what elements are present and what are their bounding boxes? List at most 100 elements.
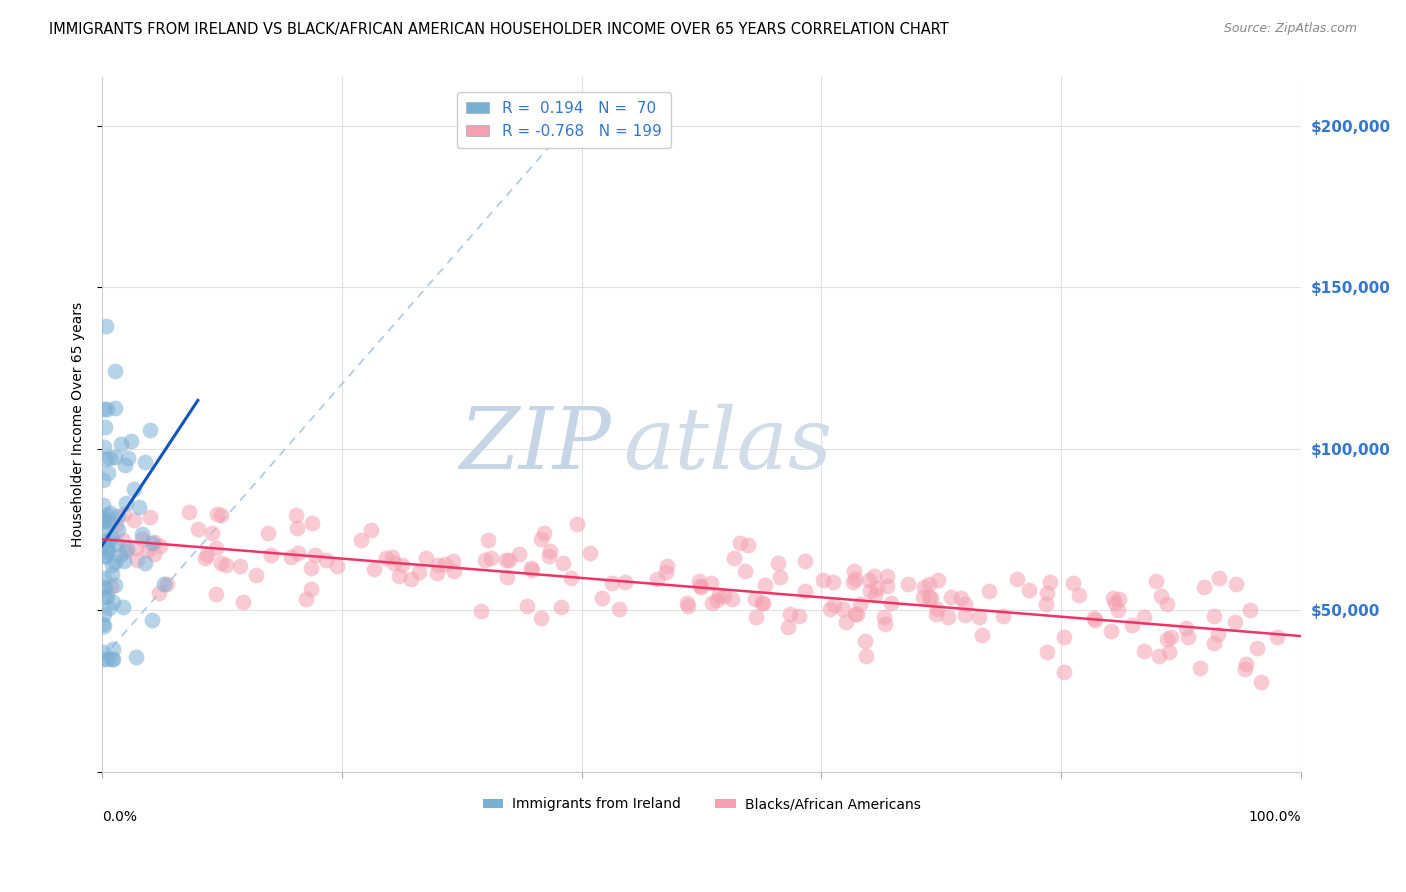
Point <box>533 525 555 540</box>
Point <box>835 615 858 629</box>
Point <box>187 522 209 536</box>
Point <box>553 557 575 571</box>
Text: Source: ZipAtlas.com: Source: ZipAtlas.com <box>1223 22 1357 36</box>
Point <box>844 607 866 621</box>
Point <box>1005 573 1028 587</box>
Legend: Immigrants from Ireland, Blacks/African Americans: Immigrants from Ireland, Blacks/African … <box>477 792 927 817</box>
Point <box>100 580 122 594</box>
Point <box>104 555 127 569</box>
Point <box>676 596 699 610</box>
Point <box>91 645 114 659</box>
Text: 0.0%: 0.0% <box>101 810 136 824</box>
Point <box>1133 609 1156 624</box>
Point <box>100 530 122 544</box>
Point <box>98 506 121 520</box>
Point <box>134 556 156 570</box>
Point <box>744 591 766 606</box>
Point <box>876 579 898 593</box>
Point <box>204 541 226 555</box>
Point <box>117 450 139 465</box>
Point <box>751 595 773 609</box>
Point <box>841 575 863 590</box>
Point <box>94 452 117 467</box>
Point <box>156 576 179 591</box>
Point <box>1036 645 1059 659</box>
Point <box>778 620 800 634</box>
Point <box>1156 597 1178 611</box>
Point <box>1233 662 1256 676</box>
Point <box>560 571 582 585</box>
Point <box>124 541 146 556</box>
Text: IMMIGRANTS FROM IRELAND VS BLACK/AFRICAN AMERICAN HOUSEHOLDER INCOME OVER 65 YEA: IMMIGRANTS FROM IRELAND VS BLACK/AFRICAN… <box>49 22 949 37</box>
Point <box>1225 577 1247 591</box>
Point <box>876 569 898 583</box>
Point <box>93 590 115 604</box>
Point <box>846 607 869 622</box>
Point <box>953 608 976 623</box>
Point <box>209 508 232 523</box>
Point <box>91 651 114 665</box>
Point <box>495 552 517 566</box>
Point <box>495 570 517 584</box>
Point <box>498 552 520 566</box>
Point <box>858 573 880 587</box>
Point <box>578 546 600 560</box>
Point <box>104 401 127 415</box>
Point <box>734 564 756 578</box>
Point <box>101 651 124 665</box>
Point <box>110 436 132 450</box>
Point <box>1156 632 1178 647</box>
Point <box>728 536 751 550</box>
Point <box>1239 603 1261 617</box>
Y-axis label: Householder Income Over 65 years: Householder Income Over 65 years <box>72 302 86 547</box>
Point <box>201 525 224 540</box>
Point <box>399 572 422 586</box>
Point <box>125 649 148 664</box>
Point <box>1069 588 1091 602</box>
Point <box>530 532 553 546</box>
Point <box>1035 598 1057 612</box>
Point <box>477 533 499 548</box>
Point <box>91 512 114 526</box>
Point <box>111 533 134 547</box>
Point <box>1108 592 1130 607</box>
Point <box>177 505 200 519</box>
Point <box>214 558 236 572</box>
Point <box>920 591 942 606</box>
Point <box>690 580 713 594</box>
Point <box>131 532 153 546</box>
Point <box>737 538 759 552</box>
Point <box>849 597 872 611</box>
Point <box>1202 609 1225 624</box>
Point <box>707 589 730 603</box>
Point <box>1035 586 1057 600</box>
Point <box>112 600 135 615</box>
Point <box>1144 574 1167 588</box>
Point <box>1121 618 1143 632</box>
Point <box>1084 613 1107 627</box>
Point <box>508 547 530 561</box>
Point <box>382 556 405 570</box>
Point <box>863 568 886 582</box>
Point <box>100 566 122 581</box>
Point <box>713 589 735 603</box>
Point <box>125 553 148 567</box>
Point <box>205 587 228 601</box>
Point <box>104 450 127 465</box>
Point <box>91 515 114 529</box>
Point <box>567 516 589 531</box>
Point <box>426 566 449 580</box>
Point <box>1053 630 1076 644</box>
Point <box>873 610 896 624</box>
Point <box>927 573 949 587</box>
Point <box>114 496 136 510</box>
Point <box>1204 636 1226 650</box>
Point <box>723 550 745 565</box>
Point <box>842 564 865 578</box>
Point <box>91 473 114 487</box>
Point <box>229 559 252 574</box>
Point <box>112 507 135 521</box>
Point <box>537 549 560 563</box>
Point <box>93 607 115 621</box>
Point <box>280 550 302 565</box>
